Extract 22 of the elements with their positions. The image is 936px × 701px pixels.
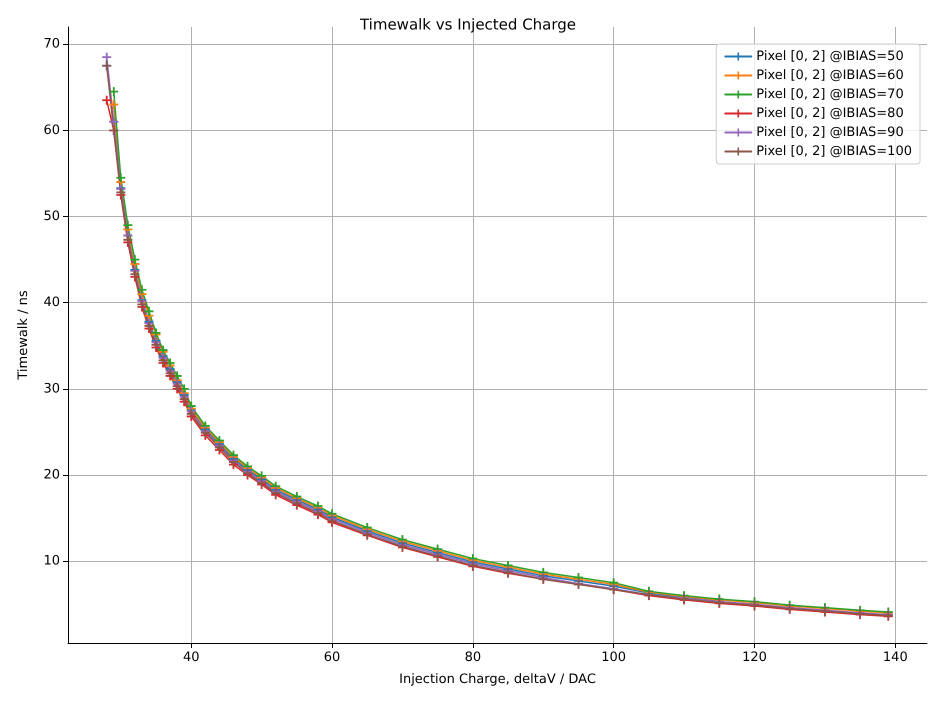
x-tick-label: 40 bbox=[182, 650, 200, 665]
y-tick-label: 20 bbox=[43, 468, 60, 482]
chart-title: Timewalk vs Injected Charge bbox=[358, 16, 576, 34]
x-tick-label: 100 bbox=[601, 650, 626, 665]
legend-label: Pixel [0, 2] @IBIAS=50 bbox=[756, 49, 904, 64]
legend-label: Pixel [0, 2] @IBIAS=90 bbox=[756, 125, 904, 140]
y-tick-label: 60 bbox=[43, 122, 60, 138]
legend-label: Pixel [0, 2] @IBIAS=60 bbox=[756, 68, 904, 83]
y-axis-title: Timewalk / ns bbox=[16, 290, 31, 381]
x-tick-label: 120 bbox=[742, 650, 767, 665]
y-tick-label: 30 bbox=[43, 381, 60, 396]
y-tick-label: 10 bbox=[43, 554, 60, 569]
x-tick-label: 60 bbox=[324, 650, 340, 665]
y-tick-label: 40 bbox=[43, 295, 60, 310]
y-tick-label: 50 bbox=[43, 209, 60, 224]
x-tick-label: 80 bbox=[464, 650, 482, 665]
legend-label: Pixel [0, 2] @IBIAS=70 bbox=[756, 87, 904, 102]
y-tick-label: 70 bbox=[43, 36, 60, 52]
legend-label: Pixel [0, 2] @IBIAS=80 bbox=[756, 106, 904, 121]
x-tick-label: 140 bbox=[882, 650, 908, 665]
x-axis-title: Injection Charge, deltaV / DAC bbox=[399, 672, 596, 687]
legend-label: Pixel [0, 2] @IBIAS=100 bbox=[756, 144, 912, 159]
